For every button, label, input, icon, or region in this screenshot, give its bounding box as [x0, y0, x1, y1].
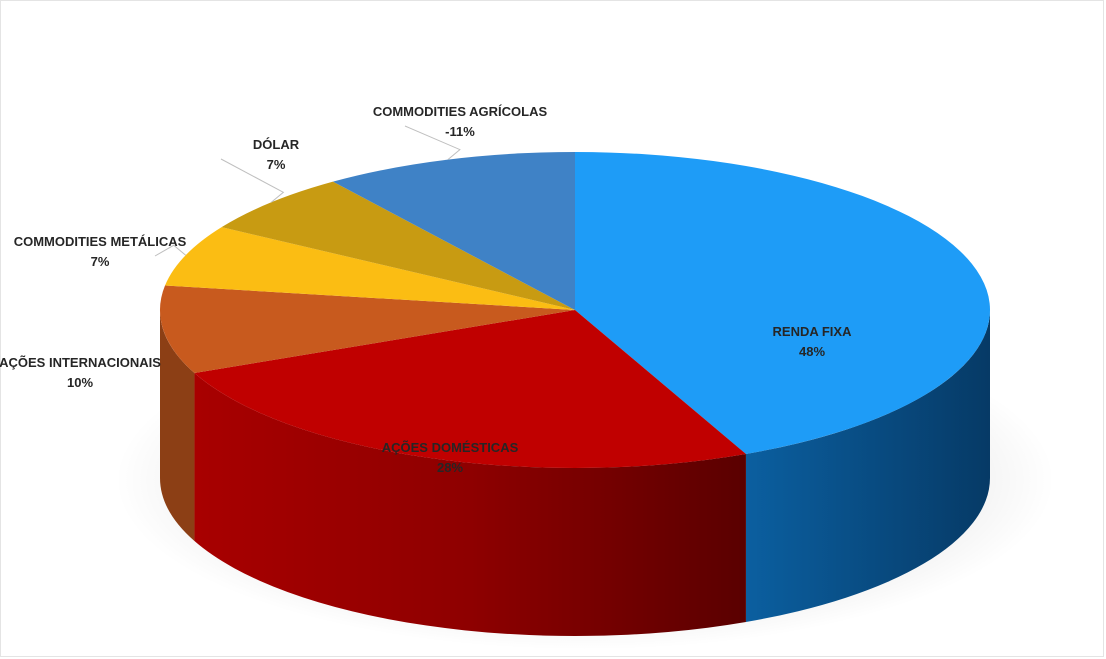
- leader-line-dolar: [220, 158, 285, 203]
- pie-side-acoes-domesticas: [194, 373, 746, 637]
- slice-label-commodities-metalicas: COMMODITIES METÁLICAS: [14, 234, 187, 249]
- leader-line-commodities-metalicas: [154, 244, 187, 257]
- slice-value-acoes-internacionais: 10%: [67, 375, 93, 390]
- slice-value-commodities-agricolas: -11%: [445, 124, 475, 139]
- slice-value-dolar: 7%: [267, 157, 286, 172]
- pie-side-renda-fixa: [745, 310, 990, 622]
- pie-slice-acoes-domesticas: [194, 310, 746, 468]
- slice-label-commodities-agricolas: COMMODITIES AGRÍCOLAS: [373, 104, 548, 119]
- pie-slice-acoes-internacionais: [160, 285, 575, 374]
- slice-value-commodities-metalicas: 7%: [91, 254, 110, 269]
- pie-slice-renda-fixa: [575, 152, 990, 454]
- pie-slice-commodities-agricolas: [332, 152, 575, 310]
- pie-side-acoes-internacionais: [160, 310, 195, 542]
- pie-slice-commodities-metalicas: [165, 227, 575, 310]
- pie-slice-dolar: [221, 181, 575, 310]
- slice-value-acoes-domesticas: 28%: [437, 460, 463, 475]
- leader-line-commodities-agricolas: [404, 125, 461, 160]
- slice-label-renda-fixa: RENDA FIXA: [773, 324, 853, 339]
- slice-value-renda-fixa: 48%: [799, 344, 825, 359]
- slice-label-dolar: DÓLAR: [253, 137, 300, 152]
- slice-label-acoes-internacionais: AÇÕES INTERNACIONAIS: [0, 355, 161, 370]
- slice-label-acoes-domesticas: AÇÕES DOMÉSTICAS: [382, 440, 519, 455]
